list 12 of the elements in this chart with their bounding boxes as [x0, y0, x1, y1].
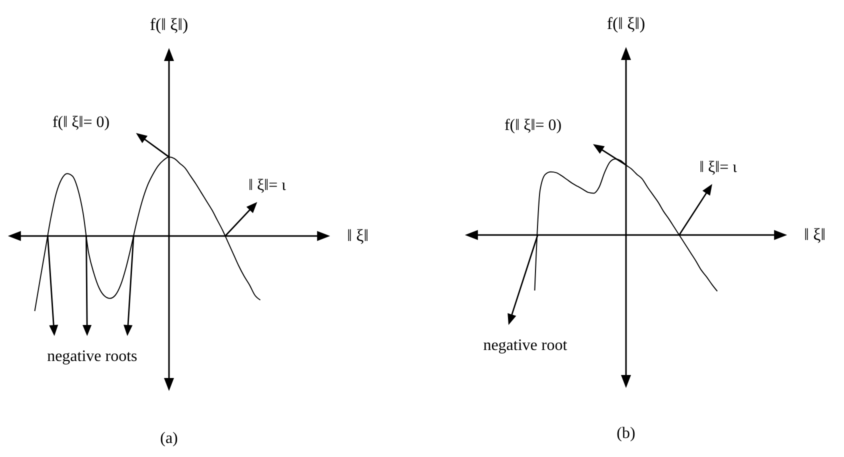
x-axis-title: ‖ ξ‖	[804, 225, 826, 244]
text: (a)	[160, 430, 178, 447]
y-axis-title: f(‖ ξ‖)	[150, 15, 188, 34]
annotation: ‖ ξ‖= ι	[248, 177, 287, 194]
annotation: ‖ ξ‖= ι	[699, 159, 738, 176]
x-axis-title: ‖ ξ‖	[347, 226, 368, 245]
text: negative root	[483, 337, 568, 354]
y-axis-title: f(‖ ξ‖)	[606, 14, 646, 33]
text: negative roots	[47, 348, 138, 365]
text: f(‖ ξ‖= 0)	[504, 117, 562, 134]
text: (b)	[616, 425, 636, 442]
text: f(‖ ξ‖= 0)	[52, 114, 110, 131]
